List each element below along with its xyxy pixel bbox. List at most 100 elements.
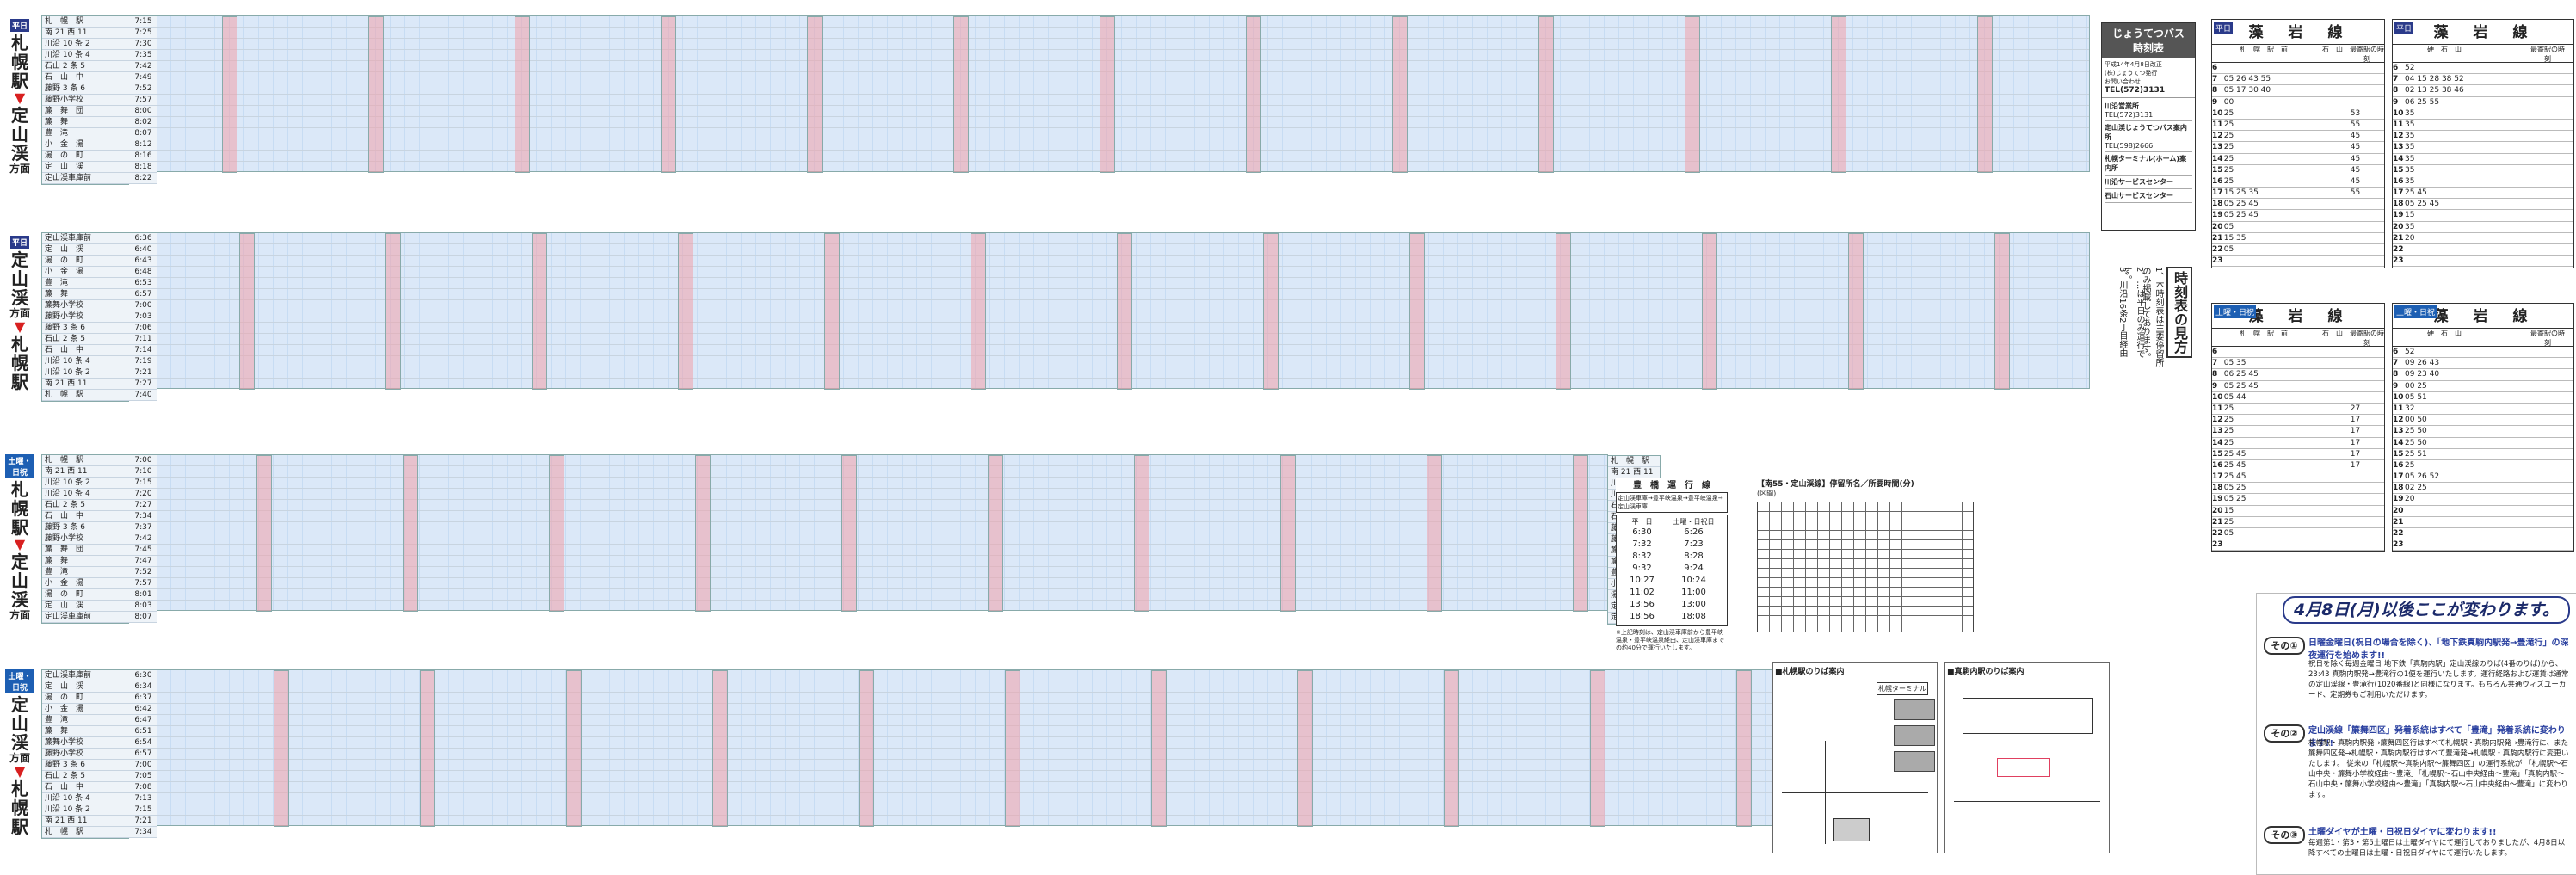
timetable-header: 平日 藻 岩 線	[2212, 20, 2384, 45]
highlight-column	[678, 233, 693, 390]
departure-time: 7:27	[127, 500, 157, 511]
minute-cell: 27	[2350, 404, 2361, 413]
minute-cell	[2534, 347, 2568, 357]
minute-cell: 00 25	[2405, 381, 2427, 391]
departure-time: 6:34	[127, 681, 157, 693]
departure-time: 7:15	[127, 478, 157, 489]
office-entry: 石山サービスセンター	[2105, 189, 2192, 203]
timetable-row: 23	[2212, 256, 2384, 268]
minute-cell	[2351, 63, 2384, 73]
highlight-column	[824, 233, 840, 390]
minute-cell	[2351, 506, 2384, 516]
minute-cell	[2534, 85, 2568, 96]
band-3-to-suffix: 方面	[9, 609, 30, 621]
hour-cell: 15	[2212, 449, 2223, 459]
hour-cell: 20	[2212, 506, 2223, 515]
minute-cell: 05 25	[2223, 495, 2246, 504]
minute-cell	[2534, 154, 2568, 164]
office-tel: TEL(572)3131	[2105, 111, 2154, 119]
timetable-row: 6 52	[2393, 63, 2573, 75]
minute-cell: 05 25 45	[2223, 381, 2259, 391]
highlight-column	[1280, 455, 1296, 612]
shuttle-row: 11:02 11:00	[1618, 588, 1725, 600]
minute-cell: 05	[2223, 529, 2234, 538]
band-2-side-label: 平日 定山渓 方面 ▼ 札幌駅	[5, 232, 34, 391]
band-2-from-suffix: 方面	[9, 307, 30, 319]
notice-title: 4月8日(月)以後ここが変わります。	[2283, 596, 2570, 624]
highlight-column	[222, 16, 237, 173]
stop-name: 豊 滝	[42, 128, 128, 139]
departure-time: 7:00	[127, 760, 157, 771]
timetable-row: 8 09 23 40	[2393, 369, 2573, 381]
office-entry: 川沿サービスセンター	[2105, 176, 2192, 189]
minute-cell	[2317, 74, 2351, 84]
timetable-row: 14 25 45	[2212, 154, 2384, 165]
minute-cell: 25	[2223, 154, 2234, 163]
minute-cell: 25	[2405, 460, 2415, 470]
stop-name: 石 山 中	[42, 782, 128, 793]
stop-name: 簾舞小学校	[42, 300, 128, 311]
stop-name: 湯 の 町	[42, 693, 128, 704]
stop-name: 豊 滝	[42, 715, 128, 726]
minute-cell	[2534, 404, 2568, 414]
minute-cell: 00	[2223, 97, 2234, 107]
minute-cell: 52	[2405, 64, 2415, 72]
hour-cell: 17	[2212, 188, 2223, 198]
timetable-row: 11 35	[2393, 120, 2573, 132]
fare-grid	[1757, 502, 1974, 632]
minute-cell: 05 26 43 55	[2223, 75, 2271, 84]
minute-cell	[2317, 392, 2351, 403]
hour-cell: 10	[2393, 108, 2404, 118]
band-2-from: 定山渓	[11, 250, 28, 308]
down-arrow-icon: ▼	[14, 763, 26, 779]
shuttle-time: 10:27	[1630, 576, 1655, 585]
minute-cell	[2317, 97, 2351, 108]
minute-cell: 05 25 45	[2405, 200, 2440, 209]
minute-cell	[2317, 460, 2351, 471]
minute-cell	[2499, 97, 2534, 108]
timetable-panel-4: 土曜・日祝藻 岩 線硬 石 山 最寄駅の時刻 6 52 7 09 26 43 8 09 23 …	[2392, 303, 2574, 552]
hour-cell: 9	[2212, 97, 2218, 107]
timetable-row: 14 25 50	[2393, 438, 2573, 449]
timetable-row: 8 06 25 45	[2212, 369, 2384, 381]
stop-name: 石山 2 条 5	[42, 500, 128, 511]
departure-time: 7:47	[127, 556, 157, 567]
timetable-column-header	[2496, 45, 2530, 62]
band-3-to: 定山渓	[11, 551, 28, 610]
minute-cell	[2534, 506, 2568, 516]
minute-cell	[2534, 74, 2568, 84]
stop-name: 川沿 10 条 4	[42, 50, 128, 61]
minute-cell	[2317, 369, 2351, 379]
highlight-column	[661, 16, 676, 173]
shuttle-row: 10:27 10:24	[1618, 576, 1725, 588]
minute-cell	[2351, 222, 2384, 232]
minute-cell	[2499, 415, 2534, 425]
hour-cell: 20	[2393, 506, 2404, 515]
highlight-column	[1005, 670, 1020, 827]
departure-time: 6:47	[127, 715, 157, 726]
hour-cell: 6	[2212, 64, 2218, 72]
shuttle-row: 8:32 8:28	[1618, 551, 1725, 564]
first-departure-column: 7:00 7:10 7:15 7:20 7:27 7:34 7:37 7:42 7:45 7:47…	[127, 455, 157, 623]
hour-cell: 13	[2393, 427, 2404, 436]
minute-cell	[2534, 176, 2568, 187]
minute-cell: 17	[2350, 438, 2361, 447]
minute-cell: 06 25 45	[2223, 370, 2259, 379]
minute-cell	[2317, 199, 2351, 209]
timetable-column-header: 硬 石 山	[2427, 46, 2462, 53]
timetable-badge: 土曜・日祝	[2214, 305, 2257, 318]
timetable-row: 13 25 50	[2393, 426, 2573, 438]
hour-cell: 11	[2393, 120, 2404, 129]
hour-cell: 17	[2212, 472, 2223, 482]
hour-cell: 21	[2212, 517, 2223, 527]
band-4-stop-column: 定山渓車庫前定 山 渓湯 の 町小 金 湯豊 滝簾 舞簾舞小学校 藤野小学校 藤野 …	[41, 669, 129, 839]
hour-cell: 21	[2212, 233, 2223, 243]
timetable-row: 21	[2393, 517, 2573, 528]
minute-cell	[2351, 210, 2384, 220]
minute-cell	[2499, 154, 2534, 164]
hour-cell: 14	[2212, 154, 2223, 163]
map-road	[1782, 792, 1928, 793]
timetable-row: 9 00 25	[2393, 381, 2573, 392]
minute-cell	[2317, 506, 2351, 516]
hour-cell: 22	[2212, 245, 2223, 254]
